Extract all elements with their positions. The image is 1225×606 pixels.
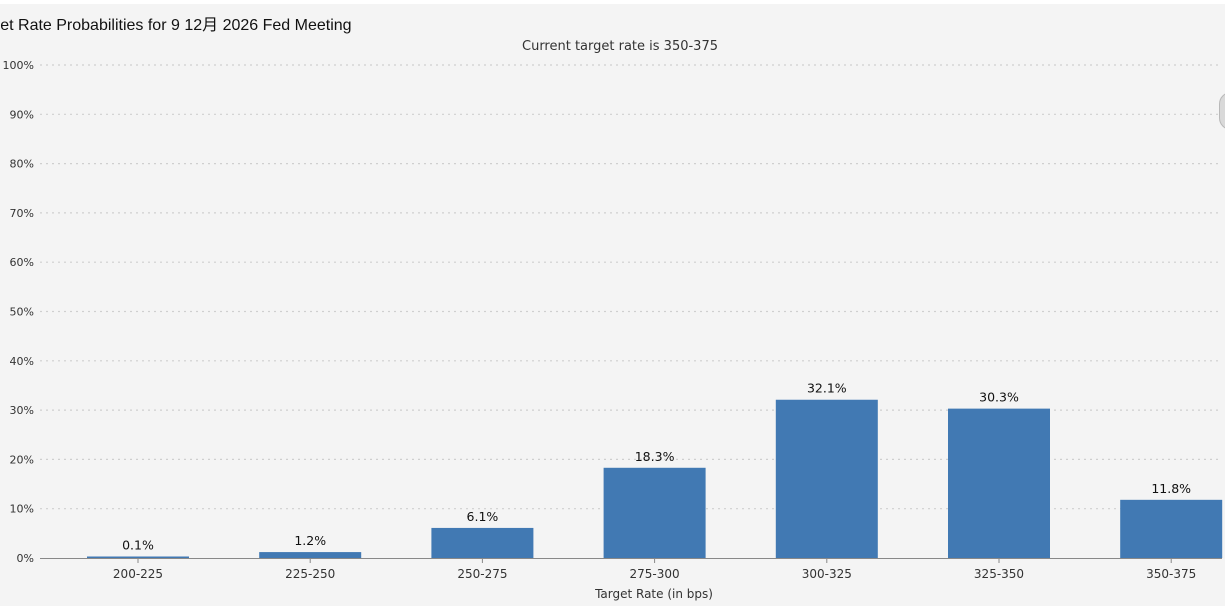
x-tick-label: 325-350 [974, 567, 1024, 581]
data-label: 1.2% [294, 533, 326, 548]
data-label: 6.1% [467, 509, 499, 524]
chart-subtitle: Current target rate is 350-375 [522, 39, 718, 54]
data-label: 32.1% [807, 381, 847, 396]
y-axis-ticks: 0% 10% 20% 30% 40% 50% 60% 70% 80% 90% 100% [3, 59, 34, 565]
bar-325-350[interactable] [948, 409, 1050, 558]
bars [87, 400, 1222, 558]
bar-200-225[interactable] [87, 557, 189, 559]
y-tick-label: 50% [10, 306, 34, 319]
x-tick-label: 350-375 [1146, 567, 1196, 581]
bar-275-300[interactable] [604, 468, 706, 558]
bar-250-275[interactable] [431, 528, 533, 558]
data-label: 11.8% [1151, 481, 1191, 496]
x-tick-label: 275-300 [630, 567, 680, 581]
y-tick-label: 80% [10, 158, 34, 171]
bar-300-325[interactable] [776, 400, 878, 558]
x-tick-label: 250-275 [457, 567, 507, 581]
y-tick-label: 70% [10, 207, 34, 220]
chart-area: Current target rate is 350-375 0% 10% 20% 3… [0, 0, 1225, 606]
scroll-handle[interactable] [1219, 92, 1225, 130]
bar-350-375[interactable] [1120, 500, 1222, 558]
bar-225-250[interactable] [259, 552, 361, 558]
data-label: 18.3% [635, 449, 675, 464]
y-tick-label: 30% [10, 404, 34, 417]
y-tick-label: 10% [10, 503, 34, 516]
x-tick-label: 225-250 [285, 567, 335, 581]
x-axis-ticks: 200-225 225-250 250-275 275-300 300-325 325-3… [113, 558, 1196, 581]
y-tick-label: 100% [3, 59, 34, 72]
y-tick-label: 20% [10, 453, 34, 466]
x-axis-label: Target Rate (in bps) [594, 587, 713, 601]
y-tick-label: 40% [10, 355, 34, 368]
y-tick-label: 60% [10, 256, 34, 269]
data-label: 0.1% [122, 538, 154, 553]
x-tick-label: 200-225 [113, 567, 163, 581]
x-tick-label: 300-325 [802, 567, 852, 581]
y-tick-label: 90% [10, 108, 34, 121]
data-label: 30.3% [979, 390, 1019, 405]
y-tick-label: 0% [17, 552, 34, 565]
